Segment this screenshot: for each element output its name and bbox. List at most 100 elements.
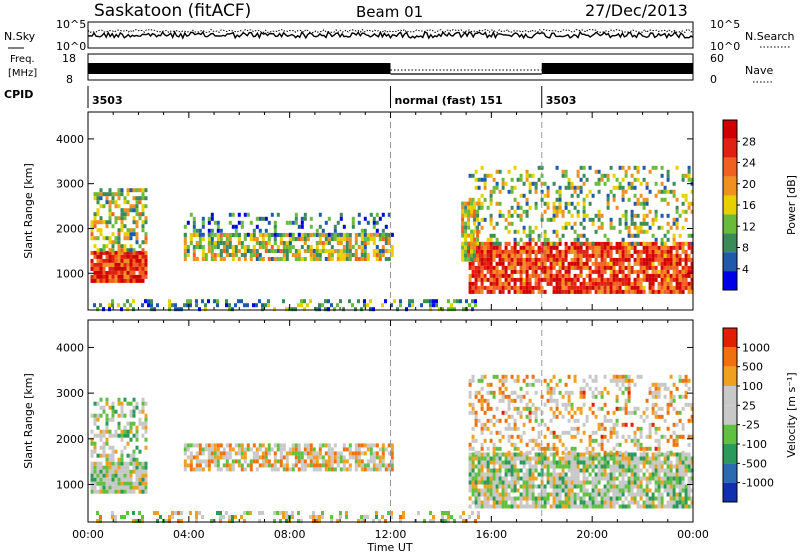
cpid-label: CPID: [4, 88, 33, 101]
power-colorbar-tick-6: 4: [742, 263, 749, 276]
velocity-colorbar-tick-2: 100: [742, 380, 763, 393]
x-tick-label-2: 08:00: [274, 528, 306, 541]
velocity-colorbar-tick-7: -1000: [742, 477, 774, 490]
power-colorbar-swatch-3: [723, 176, 737, 196]
data-region-2: [183, 443, 394, 472]
velocity-colorbar-tick-6: -500: [742, 457, 767, 470]
freq-right-tick-bottom: 0: [710, 73, 717, 86]
power-ylabel: Slant Range [km]: [22, 163, 35, 259]
noise-right-tick-top: 10^5: [710, 18, 740, 31]
x-tick-label-4: 16:00: [475, 528, 507, 541]
velocity-colorbar-swatch-3: [723, 386, 737, 406]
beam-title: Beam 01: [356, 3, 423, 21]
power-ytick-label-1: 2000: [56, 222, 84, 235]
velocity-ytick-label-2: 3000: [56, 387, 84, 400]
velocity-ytick-label-0: 1000: [56, 479, 84, 492]
data-region-4: [468, 241, 694, 294]
data-region-5: [468, 165, 694, 246]
velocity-colorbar-swatch-8: [723, 482, 737, 502]
x-tick-label-6: 00:00: [677, 528, 709, 541]
noise-left-tick-bottom: 10^0: [56, 40, 86, 53]
noise-search-trace: [87, 28, 694, 34]
velocity-colorbar-tick-1: 500: [742, 361, 763, 374]
data-region-0: [90, 461, 148, 494]
velocity-colorbar-swatch-5: [723, 424, 737, 444]
data-region-3: [468, 452, 694, 509]
power-colorbar-label: Power [dB]: [785, 175, 798, 235]
power-colorbar-swatch-7: [723, 252, 737, 272]
data-region-2: [183, 233, 394, 261]
cpid-segment-2: 3503: [546, 94, 577, 107]
freq-right-tick-top: 60: [710, 52, 724, 65]
power-colorbar-tick-1: 24: [742, 157, 756, 170]
power-panel: 1000 2000 3000 4000 Slant Range [km] 28 24 20 16…: [22, 111, 798, 312]
x-axis-ticks: 00:00 04:00 08:00 12:00 16:00 20:00 00:00: [72, 528, 709, 541]
noise-traces: [87, 28, 694, 40]
velocity-colorbar-swatch-0: [723, 328, 737, 348]
power-colorbar-tick-3: 16: [742, 199, 756, 212]
power-colorbar-swatch-1: [723, 138, 737, 158]
data-region-1: [90, 397, 148, 462]
cpid-segments: 3503 normal (fast) 151 3503: [87, 86, 577, 108]
velocity-ytick-label-3: 4000: [56, 341, 84, 354]
freq-label-line2: [MHz]: [8, 68, 37, 79]
velocity-colorbar-frame: [722, 327, 738, 503]
power-colorbar-swatch-0: [723, 120, 737, 139]
data-region-3: [183, 212, 394, 237]
power-ytick-label-3: 4000: [56, 133, 84, 146]
data-region-1: [90, 188, 148, 253]
power-colorbar-swatch-5: [723, 214, 737, 234]
data-region-4: [468, 374, 694, 455]
power-colorbar-swatch-2: [723, 157, 737, 177]
nave-label: Nave: [745, 64, 773, 77]
x-tick-label-5: 20:00: [576, 528, 608, 541]
data-region-5: [96, 511, 480, 523]
cpid-segment-0: 3503: [92, 94, 123, 107]
data-region-7: [93, 299, 477, 312]
freq-left-tick-top: 18: [62, 52, 76, 65]
noise-right-tick-bottom: 10^0: [710, 40, 740, 53]
velocity-colorbar-tick-0: 1000: [742, 341, 770, 354]
data-region-6: [461, 201, 480, 262]
power-ytick-label-2: 3000: [56, 178, 84, 191]
noise-panel-frame: [87, 21, 694, 49]
velocity-colorbar-tick-5: -100: [742, 438, 767, 451]
velocity-colorbar-label: Velocity [m s⁻¹]: [785, 372, 798, 457]
velocity-colorbar-swatch-6: [723, 444, 737, 464]
cpid-segment-1: normal (fast) 151: [395, 94, 503, 107]
power-colorbar-tick-0: 28: [742, 135, 756, 148]
power-colorbar-tick-2: 20: [742, 178, 756, 191]
velocity-colorbar-tick-4: -25: [742, 419, 760, 432]
noise-left-tick-top: 10^5: [56, 18, 86, 31]
date-title: 27/Dec/2013: [585, 1, 688, 20]
power-colorbar-swatch-6: [723, 233, 737, 253]
freq-left-tick-bottom: 8: [66, 73, 73, 86]
power-colorbar-tick-5: 8: [742, 242, 749, 255]
noise-left-label: N.Sky: [4, 30, 36, 43]
velocity-panel: 1000 2000 3000 4000 Slant Range [km] 1000 500 1…: [22, 319, 798, 523]
velocity-colorbar-tick-3: 25: [742, 399, 756, 412]
x-tick-label-3: 12:00: [375, 528, 407, 541]
velocity-colorbar-swatch-7: [723, 463, 737, 483]
station-title: Saskatoon (fitACF): [94, 1, 251, 21]
x-axis-label: Time UT: [366, 541, 412, 554]
data-region-0: [90, 250, 148, 283]
velocity-ytick-label-1: 2000: [56, 433, 84, 446]
x-tick-label-0: 00:00: [72, 528, 104, 541]
power-colorbar-swatch-4: [723, 195, 737, 215]
power-colorbar-swatch-8: [723, 271, 737, 290]
freq-traces: [88, 63, 693, 75]
noise-sky-trace: [87, 30, 694, 40]
x-tick-label-1: 04:00: [173, 528, 205, 541]
freq-label-line1: Freq.: [10, 54, 35, 65]
velocity-colorbar-swatch-2: [723, 366, 737, 386]
noise-right-label: N.Search: [745, 30, 795, 43]
freq-block-1: [541, 63, 693, 74]
velocity-ylabel: Slant Range [km]: [22, 373, 35, 469]
velocity-colorbar-swatch-4: [723, 405, 737, 425]
power-colorbar-tick-4: 12: [742, 220, 756, 233]
freq-block-0: [88, 63, 391, 74]
power-ytick-label-0: 1000: [56, 267, 84, 280]
